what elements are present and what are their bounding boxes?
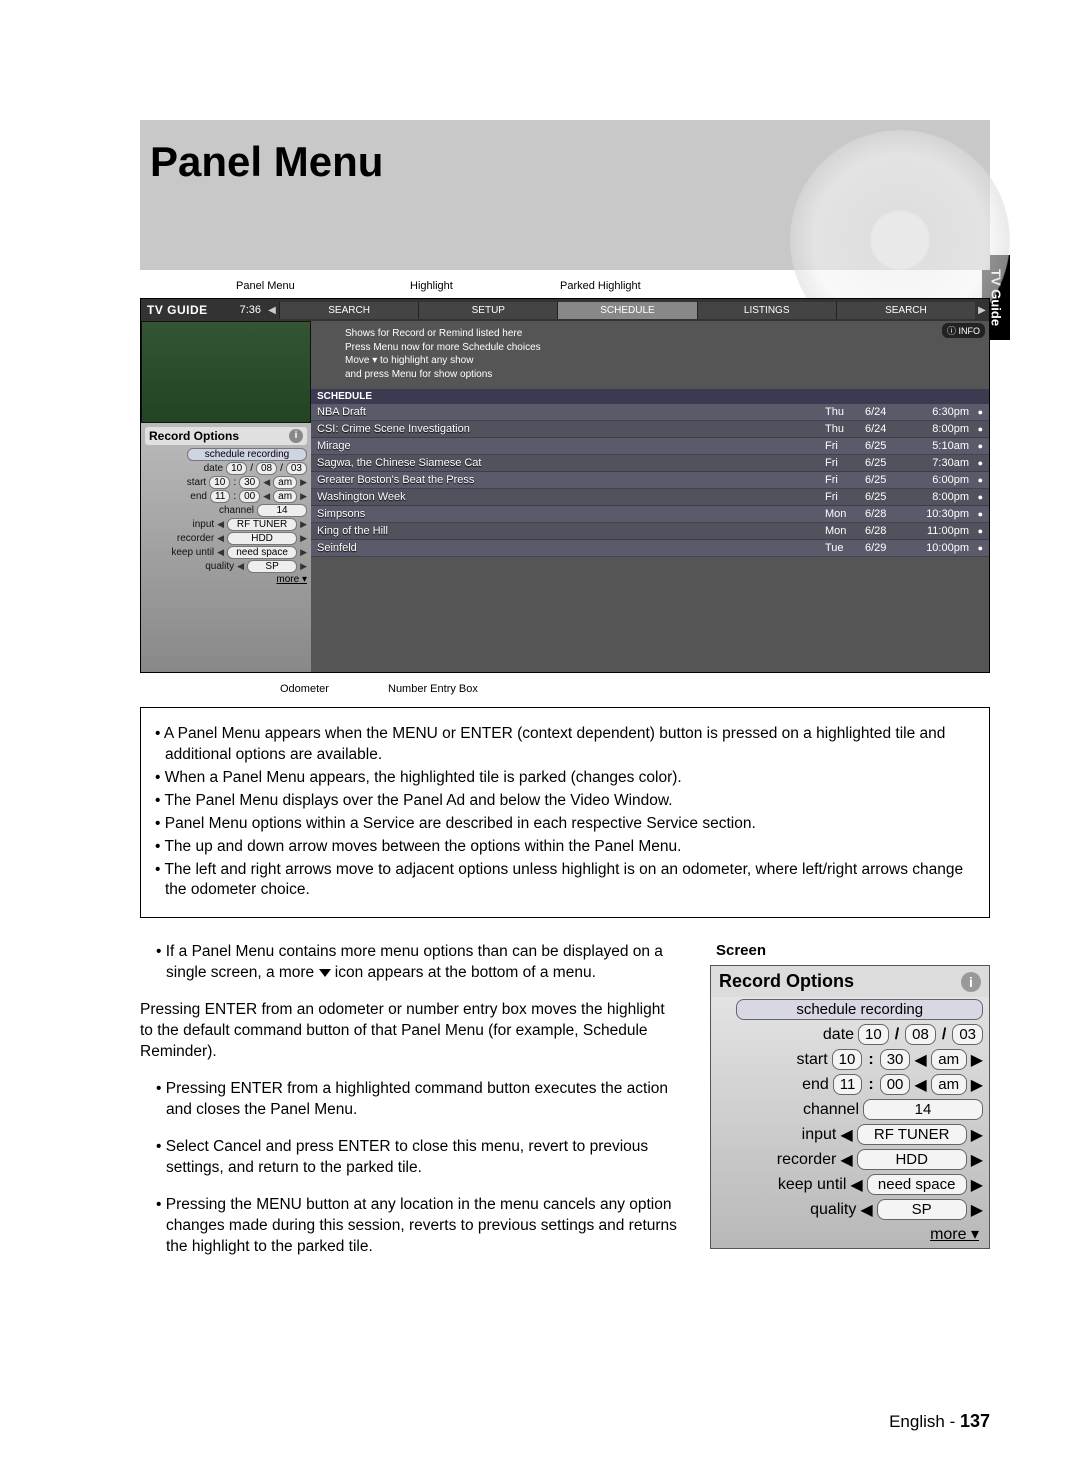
input-field[interactable]: RF TUNER [227,518,297,531]
tv-screenshot: TV GUIDE 7:36 ◀ SEARCH SETUP SCHEDULE LI… [140,298,990,673]
bp-start-h[interactable]: 10 [832,1049,863,1070]
schedule-row[interactable]: Washington WeekFri6/258:00pm● [311,489,989,506]
info-icon: i [289,429,303,443]
screen-label: Screen [716,942,990,959]
end-min[interactable]: 00 [239,490,260,503]
bp-channel[interactable]: 14 [863,1099,983,1120]
bp-end-ap[interactable]: am [931,1074,967,1095]
panel-menu-small: Record Optionsi schedule recording date1… [141,423,311,672]
start-min[interactable]: 30 [239,476,260,489]
bp-date-m[interactable]: 10 [858,1024,889,1045]
callout-number-entry: Number Entry Box [388,683,478,695]
page-header: Panel Menu [140,120,990,270]
bp-date-y[interactable]: 03 [952,1024,983,1045]
video-window [141,321,311,423]
end-ampm[interactable]: am [273,490,297,503]
date-year[interactable]: 03 [286,462,307,475]
schedule-row[interactable]: King of the HillMon6/2811:00pm● [311,523,989,540]
tab-search[interactable]: SEARCH [279,302,418,319]
down-triangle-icon [319,969,331,977]
start-hour[interactable]: 10 [209,476,230,489]
nav-left-icon[interactable]: ◀ [265,305,279,316]
page-footer: English - 137 [889,1411,990,1432]
date-month[interactable]: 10 [226,462,247,475]
page-title: Panel Menu [140,120,990,186]
bp-input[interactable]: RF TUNER [857,1124,967,1145]
tab-listings[interactable]: LISTINGS [697,302,836,319]
keep-field[interactable]: need space [227,546,297,559]
schedule-row[interactable]: NBA DraftThu6/246:30pm● [311,404,989,421]
bp-end-m[interactable]: 00 [880,1074,911,1095]
callout-parked: Parked Highlight [560,280,641,292]
bp-schedule-recording[interactable]: schedule recording [736,999,983,1020]
date-day[interactable]: 08 [256,462,277,475]
schedule-row[interactable]: SeinfeldTue6/2910:00pm● [311,540,989,557]
left-column: • If a Panel Menu contains more menu opt… [140,942,680,1273]
info-badge: ⓘ INFO [942,323,985,338]
more-link[interactable]: more ▾ [276,574,307,585]
nav-right-icon[interactable]: ▶ [975,305,989,316]
quality-field[interactable]: SP [247,560,297,573]
bp-quality[interactable]: SP [877,1199,967,1220]
info-icon: i [961,972,981,992]
bp-start-m[interactable]: 30 [880,1049,911,1070]
channel-field[interactable]: 14 [257,504,307,517]
tv-time: 7:36 [227,304,265,316]
panel-menu-large: Record Optionsi schedule recording date1… [710,965,990,1249]
bp-more[interactable]: more ▾ [711,1222,989,1248]
schedule-row[interactable]: SimpsonsMon6/2810:30pm● [311,506,989,523]
bp-keep[interactable]: need space [867,1174,967,1195]
schedule-row[interactable]: Sagwa, the Chinese Siamese CatFri6/257:3… [311,455,989,472]
start-ampm[interactable]: am [273,476,297,489]
schedule-row[interactable]: CSI: Crime Scene InvestigationThu6/248:0… [311,421,989,438]
bp-date-d[interactable]: 08 [905,1024,936,1045]
bp-title: Record Options [719,971,854,992]
callout-odometer: Odometer [280,683,329,695]
bp-start-ap[interactable]: am [931,1049,967,1070]
callout-highlight: Highlight [410,280,453,292]
bp-end-h[interactable]: 11 [833,1074,863,1095]
bp-recorder[interactable]: HDD [857,1149,967,1170]
tab-schedule[interactable]: SCHEDULE [557,302,696,319]
description-box: • A Panel Menu appears when the MENU or … [140,707,990,918]
tab-setup[interactable]: SETUP [418,302,557,319]
schedule-header: SCHEDULE [311,389,989,404]
tv-logo: TV GUIDE [141,303,227,317]
schedule-row[interactable]: MirageFri6/255:10am● [311,438,989,455]
schedule-row[interactable]: Greater Boston's Beat the PressFri6/256:… [311,472,989,489]
tab-search-2[interactable]: SEARCH [836,302,975,319]
hint-text: Shows for Record or Remind listed herePr… [311,321,989,389]
panel-title: Record Options [149,429,239,443]
callout-panel-menu: Panel Menu [236,280,295,292]
end-hour[interactable]: 11 [210,490,230,503]
schedule-recording-button[interactable]: schedule recording [187,448,307,461]
recorder-field[interactable]: HDD [227,532,297,545]
